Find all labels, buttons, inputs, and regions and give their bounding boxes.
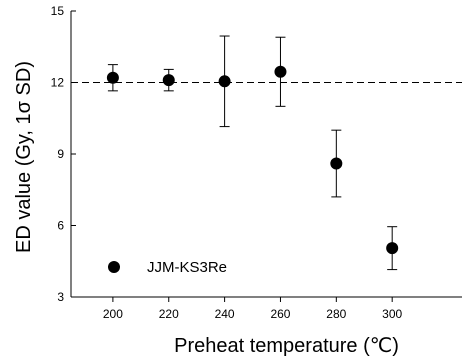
y-tick-label: 6 <box>57 219 64 233</box>
x-tick-label: 260 <box>270 307 290 321</box>
data-point <box>386 242 399 255</box>
x-axis-ticks: 200 220 240 260 280 300 <box>103 297 403 321</box>
x-tick-label: 220 <box>159 307 179 321</box>
x-tick-label: 300 <box>382 307 402 321</box>
x-axis-title: Preheat temperature (℃) <box>174 335 399 357</box>
y-axis-ticks: 3 6 9 12 15 <box>51 4 76 304</box>
data-point <box>274 65 287 78</box>
plot-frame <box>70 11 462 298</box>
y-tick-label: 15 <box>51 4 65 18</box>
y-tick-label: 3 <box>57 290 64 304</box>
data-points <box>106 65 399 255</box>
legend: JJM-KS3Re <box>108 259 227 276</box>
x-tick-label: 280 <box>326 307 346 321</box>
error-bars <box>107 35 398 271</box>
legend-label: JJM-KS3Re <box>147 259 227 276</box>
x-tick-label: 240 <box>215 307 235 321</box>
x-tick-label: 200 <box>103 307 123 321</box>
data-point <box>106 71 119 84</box>
y-tick-label: 12 <box>51 76 65 90</box>
data-point <box>330 157 343 170</box>
y-tick-label: 9 <box>57 147 64 161</box>
y-axis-title: ED value (Gy, 1σ SD) <box>13 61 35 253</box>
data-point <box>162 74 175 87</box>
data-point <box>218 75 231 88</box>
legend-marker <box>108 261 120 273</box>
